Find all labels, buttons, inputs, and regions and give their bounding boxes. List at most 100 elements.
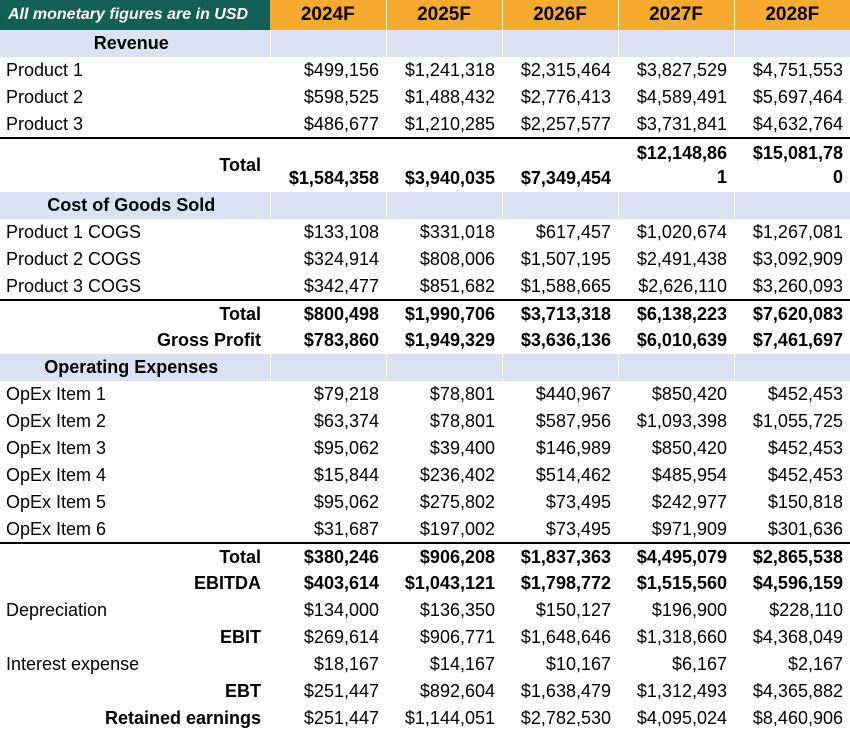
cell-cost-of-goods-sold-2026f [502, 192, 619, 219]
table-row-opex-item-5: OpEx Item 5 $95,062 $275,802 $73,495 $242,97… [0, 489, 850, 516]
cell-value: $63,374 [313, 411, 379, 431]
row-label-product-3-cogs: Product 3 COGS [6, 275, 142, 296]
cell-opex-item-1-2027f: $850,420 [618, 381, 734, 408]
cell-product-2-cogs-2028f: $3,092,909 [734, 246, 850, 273]
cell-value: $587,956 [535, 411, 611, 431]
cell-value: $808,006 [419, 249, 495, 269]
cell-ebit-2025f: $906,771 [386, 624, 502, 651]
cell-value: $324,914 [303, 249, 379, 269]
cell-value: $2,865,538 [752, 546, 843, 567]
cell-value: $150,127 [535, 600, 611, 620]
cell-value: $18,167 [313, 654, 379, 674]
cell-value: $73,495 [545, 518, 611, 539]
cell-value: $800,498 [303, 303, 379, 324]
cell-cost-of-goods-sold-2024f [270, 192, 387, 219]
cell-opex-item-5-2024f: $95,062 [270, 489, 386, 516]
table-row-product-1: Product 1 $499,156 $1,241,318 $2,315,464 $3,… [0, 57, 850, 84]
cell-cost-of-goods-sold-2028f [734, 192, 850, 219]
cell-value: $7,461,697 [752, 330, 843, 350]
cell-interest-expense-2025f: $14,167 [386, 651, 502, 678]
cell-ebit-2028f: $4,368,049 [734, 624, 850, 651]
cell-value: $1,318,660 [636, 627, 727, 647]
cell-opex-item-5-2026f: $73,495 [502, 489, 618, 516]
cell-ebitda-2028f: $4,596,159 [734, 570, 850, 597]
cell-value: $598,525 [303, 87, 379, 107]
cell-value: $1,515,560 [636, 573, 727, 593]
cell-total-2026f: $7,349,454 [502, 137, 618, 192]
table-row-ebt: EBT $251,447 $892,604 $1,638,479 $1,312,493 $… [0, 678, 850, 705]
cell-ebitda-2024f: $403,614 [270, 570, 386, 597]
table-row-product-3-cogs: Product 3 COGS $342,477 $851,682 $1,588,665… [0, 273, 850, 300]
cell-value: $2,626,110 [638, 275, 727, 296]
section-row-cost-of-goods-sold: Cost of Goods Sold [0, 192, 850, 219]
table-row-total: Total $800,498 $1,990,706 $3,713,318 $6,138,… [0, 299, 850, 327]
cell-opex-item-6-2025f: $197,002 [386, 516, 502, 543]
cell-total-2026f: $3,713,318 [502, 299, 618, 327]
cell-opex-item-1-2028f: $452,453 [734, 381, 850, 408]
cell-depreciation-2028f: $228,110 [734, 597, 850, 624]
row-label-cost-of-goods-sold: Cost of Goods Sold [0, 192, 271, 219]
row-label-product-3: Product 3 [6, 113, 84, 134]
cell-revenue-2027f [618, 30, 735, 57]
cell-product-1-2027f: $3,827,529 [618, 57, 734, 84]
cell-value: $79,218 [313, 384, 379, 404]
cell-product-3-2024f: $486,677 [270, 111, 386, 138]
cell-opex-item-3-2027f: $850,420 [618, 435, 734, 462]
cell-product-2-cogs-2027f: $2,491,438 [618, 246, 734, 273]
cell-value: $1,588,665 [520, 275, 611, 296]
cell-value: $452,453 [767, 465, 843, 485]
cell-value: $1,837,363 [520, 546, 611, 567]
cell-opex-item-2-2028f: $1,055,725 [734, 408, 850, 435]
cell-total-2026f: $1,837,363 [502, 542, 618, 570]
cell-product-1-cogs-2027f: $1,020,674 [618, 219, 734, 246]
cell-value: $4,365,882 [752, 681, 843, 701]
cell-product-3-2025f: $1,210,285 [386, 111, 502, 138]
cell-revenue-2025f [386, 30, 503, 57]
cell-product-2-2024f: $598,525 [270, 84, 386, 111]
table-row-product-3: Product 3 $486,677 $1,210,285 $2,257,577 $3,… [0, 111, 850, 138]
cell-total-2027f: $12,148,861 [618, 137, 734, 192]
table-row-opex-item-1: OpEx Item 1 $79,218 $78,801 $440,967 $850,42… [0, 381, 850, 408]
cell-value: $95,062 [313, 492, 379, 512]
cell-gross-profit-2027f: $6,010,639 [618, 327, 734, 354]
cell-value: $4,751,553 [752, 60, 843, 80]
cell-product-3-cogs-2027f: $2,626,110 [618, 273, 734, 300]
cell-operating-expenses-2025f [386, 354, 503, 381]
cell-retained-earnings-2026f: $2,782,530 [502, 705, 618, 732]
table-row-opex-item-4: OpEx Item 4 $15,844 $236,402 $514,462 $485,9… [0, 462, 850, 489]
cell-opex-item-6-2027f: $971,909 [618, 516, 734, 543]
cell-value: $906,208 [419, 546, 495, 567]
cell-value: $1,990,706 [404, 303, 495, 324]
cell-product-1-2028f: $4,751,553 [734, 57, 850, 84]
cell-product-2-2028f: $5,697,464 [734, 84, 850, 111]
cell-value: $236,402 [419, 465, 495, 485]
cell-value: $4,495,079 [636, 546, 727, 567]
cell-value: $403,614 [303, 573, 379, 593]
cell-operating-expenses-2024f [270, 354, 387, 381]
cell-value: $1,648,646 [520, 627, 611, 647]
cell-value: $136,350 [419, 600, 495, 620]
cell-value: $892,604 [419, 681, 495, 701]
cell-value: $73,495 [545, 492, 611, 512]
column-header-2024f: 2024F [270, 0, 387, 30]
cell-opex-item-1-2024f: $79,218 [270, 381, 386, 408]
table-row-depreciation: Depreciation $134,000 $136,350 $150,127 $196… [0, 597, 850, 624]
cell-value: $134,000 [303, 600, 379, 620]
cell-value: $485,954 [651, 465, 727, 485]
cell-value: $3,092,909 [752, 249, 843, 269]
cell-value: $2,782,530 [520, 708, 611, 728]
cell-total-2027f: $4,495,079 [618, 542, 734, 570]
row-label-product-2-cogs: Product 2 COGS [6, 249, 142, 269]
cell-ebt-2028f: $4,365,882 [734, 678, 850, 705]
cell-product-1-cogs-2028f: $1,267,081 [734, 219, 850, 246]
cell-product-2-cogs-2025f: $808,006 [386, 246, 502, 273]
cell-gross-profit-2028f: $7,461,697 [734, 327, 850, 354]
row-label-total: Total [0, 299, 270, 327]
cell-value: $78,801 [429, 411, 495, 431]
cell-value: $4,632,764 [752, 113, 843, 134]
cell-ebt-2027f: $1,312,493 [618, 678, 734, 705]
cell-value: $1,638,479 [520, 681, 611, 701]
cell-value: $251,447 [303, 708, 379, 728]
cell-value: $15,844 [313, 465, 379, 485]
cell-value: $242,977 [651, 492, 727, 512]
